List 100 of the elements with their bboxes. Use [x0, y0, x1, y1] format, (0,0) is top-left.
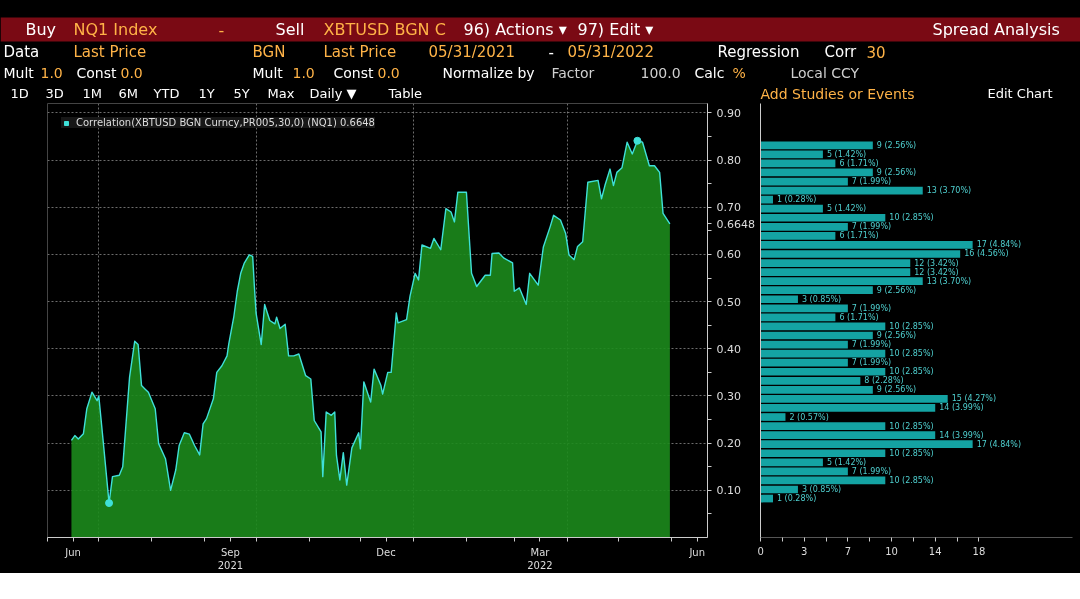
x-tick-label: 3	[801, 545, 808, 557]
y-tick-label: 0.6648	[716, 217, 755, 231]
text: XBTUSD BGN C	[323, 20, 446, 39]
data-label: 9 (2.56%)	[876, 331, 917, 340]
data-label: 14 (3.99%)	[939, 430, 984, 440]
data-label: 15 (4.27%)	[951, 394, 997, 404]
x-tick-label: Jun	[688, 546, 706, 558]
text: Max	[267, 86, 295, 101]
data-label: 10 (2.85%)	[889, 421, 934, 431]
data-label: 13 (3.70%)	[926, 276, 972, 286]
data-label: 8 (2.28%)	[864, 376, 904, 386]
y-tick-label: 0.70	[716, 201, 741, 215]
data-label: 7 (1.99%)	[851, 222, 892, 232]
data-label: 12 (3.42%)	[914, 258, 959, 268]
text: 0.0	[377, 64, 400, 81]
text: Factor	[551, 64, 595, 81]
text: %	[732, 64, 746, 81]
x-tick-label: Dec	[376, 546, 396, 558]
text: 05/31/2022	[567, 42, 654, 61]
text: -	[218, 20, 225, 40]
x-tick-label: Jun	[64, 546, 81, 558]
data-label: 6 (1.71%)	[839, 312, 879, 322]
data-label: 3 (0.85%)	[801, 294, 842, 304]
text: Mult	[3, 64, 35, 81]
data-label: 14 (3.99%)	[939, 403, 984, 413]
data-label: 7 (1.99%)	[851, 340, 892, 350]
x-tick-label: Sep 2021	[217, 546, 244, 571]
text: 100.0	[640, 64, 681, 81]
y-tick-label: 0.50	[716, 295, 741, 309]
x-tick-label: 0	[757, 545, 764, 557]
data-label: 3 (0.85%)	[801, 484, 842, 494]
data-label: 7 (1.99%)	[851, 177, 892, 187]
text: Sell	[275, 20, 305, 39]
data-label: 9 (2.56%)	[876, 285, 917, 295]
data-label: 10 (2.85%)	[889, 367, 934, 377]
text: 05/31/2021	[428, 42, 515, 61]
text: 6M	[118, 86, 138, 101]
data-label: 5 (1.42%)	[826, 204, 867, 214]
text: 96) Actions ▾	[463, 20, 567, 39]
text: Const	[76, 64, 118, 81]
data-label: 17 (4.84%)	[976, 240, 1022, 250]
text: 97) Edit ▾	[577, 20, 654, 39]
data-label: 10 (2.85%)	[889, 475, 934, 485]
data-label: 5 (1.42%)	[826, 149, 867, 159]
text: 5Y	[233, 86, 250, 101]
data-label: 7 (1.99%)	[851, 466, 892, 476]
text: 0.0	[120, 64, 143, 81]
data-label: 9 (2.56%)	[876, 385, 917, 395]
y-tick-label: 0.30	[716, 389, 741, 403]
text: Buy	[25, 20, 57, 39]
data-label: 2 (0.57%)	[789, 412, 829, 422]
text: Spread Analysis	[932, 20, 1060, 39]
text: Daily ▼	[309, 86, 357, 101]
text: Regression	[717, 42, 800, 61]
text: Table	[387, 86, 423, 101]
x-tick-label: 10	[885, 545, 898, 557]
x-tick-label: 14	[928, 545, 942, 557]
data-label: 10 (2.85%)	[889, 448, 934, 458]
data-label: 7 (1.99%)	[851, 358, 892, 368]
y-tick-label: 0.10	[716, 484, 741, 498]
data-label: 17 (4.84%)	[976, 439, 1022, 449]
y-tick-label: 0.60	[716, 248, 741, 262]
text: Add Studies or Events	[760, 85, 915, 102]
text: NQ1 Index	[73, 20, 158, 39]
data-label: 10 (2.85%)	[889, 321, 934, 331]
text: Normalize by	[442, 64, 535, 81]
text: Data	[3, 42, 40, 61]
text: 1M	[82, 86, 102, 101]
text: 30	[866, 43, 886, 62]
data-label: 7 (1.99%)	[851, 303, 892, 313]
data-label: 1 (0.28%)	[776, 494, 817, 504]
x-tick-label: Mar 2022	[527, 546, 553, 571]
text: Local CCY	[790, 64, 860, 81]
text: -	[548, 43, 554, 62]
text: 1D	[10, 86, 29, 101]
text: 1.0	[292, 64, 315, 81]
x-tick-label: 7	[844, 545, 852, 557]
text: BGN	[252, 42, 286, 61]
text: Calc	[694, 64, 725, 81]
text: Corr	[824, 42, 858, 61]
data-label: 6 (1.71%)	[839, 231, 879, 241]
data-label: 10 (2.85%)	[889, 349, 934, 359]
data-label: 6 (1.71%)	[839, 158, 879, 168]
text: 1Y	[198, 86, 215, 101]
y-tick-label: 0.90	[716, 106, 741, 120]
data-label: 13 (3.70%)	[926, 186, 972, 196]
y-tick-label: 0.40	[716, 342, 741, 356]
legend-label: Correlation(XBTUSD BGN Curncy,PR005,30,0) (NQ1) 0.6648	[76, 117, 375, 128]
text: Mult	[252, 64, 284, 81]
data-label: 1 (0.28%)	[776, 195, 817, 205]
text: Const	[333, 64, 375, 81]
data-label: 9 (2.56%)	[876, 140, 917, 150]
text: 3D	[45, 86, 64, 101]
y-tick-label: 0.20	[716, 437, 741, 451]
data-label: 10 (2.85%)	[889, 213, 934, 223]
data-label: 9 (2.56%)	[876, 167, 917, 177]
text: YTD	[152, 86, 180, 101]
text: 1.0	[40, 64, 63, 81]
data-label: 5 (1.42%)	[826, 457, 867, 467]
text: Last Price	[323, 42, 397, 61]
